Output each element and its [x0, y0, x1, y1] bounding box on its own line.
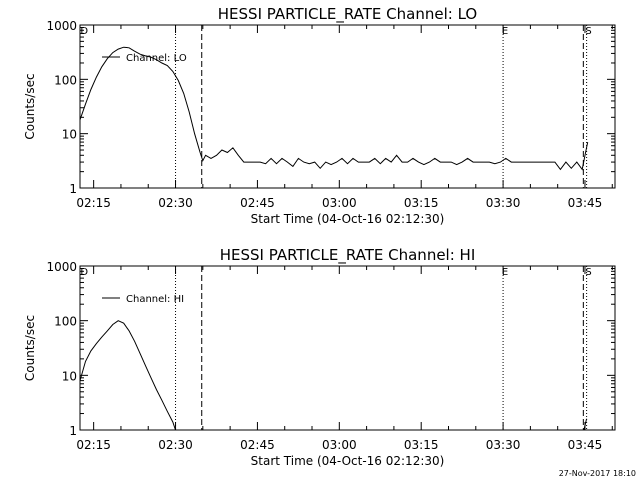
hi-marker-letter: E	[502, 267, 508, 278]
lo-marker-letter: D	[80, 26, 88, 37]
lo-x-tick-label: 03:30	[486, 196, 521, 210]
hi-plot-frame	[79, 265, 616, 431]
lo-chart-title: HESSI PARTICLE_RATE Channel: LO	[218, 5, 477, 24]
lo-series-line	[79, 46, 589, 171]
hi-x-tick-label: 03:45	[568, 438, 603, 452]
hi-y-axis-label: Counts/sec	[23, 315, 37, 381]
lo-marker-letter: E	[502, 26, 508, 37]
hi-y-tick-label: 1000	[46, 260, 77, 274]
lo-x-tick-label: 03:45	[568, 196, 603, 210]
hi-x-axis-label: Start Time (04-Oct-16 02:12:30)	[251, 454, 445, 468]
hi-series-tail	[583, 418, 588, 431]
hi-x-tick-label: 02:30	[158, 438, 193, 452]
lo-x-tick-label: 03:00	[322, 196, 357, 210]
lo-plot-frame	[79, 24, 616, 189]
lo-y-tick-label: 100	[54, 73, 77, 87]
lo-y-axis-label: Counts/sec	[23, 73, 37, 139]
lo-legend-label: Channel: LO	[126, 53, 187, 64]
hi-series-line	[79, 320, 176, 431]
hi-y-tick-label: 100	[54, 315, 77, 329]
lo-x-tick-label: 02:15	[76, 196, 111, 210]
hi-chart-title: HESSI PARTICLE_RATE Channel: HI	[220, 246, 476, 265]
hi-x-tick-label: 02:15	[76, 438, 111, 452]
lo-y-tick-label: 1000	[46, 19, 77, 33]
hi-y-tick-label: 1	[69, 424, 77, 438]
lo-marker-letter: S	[585, 26, 591, 37]
hi-x-tick-label: 03:00	[322, 438, 357, 452]
lo-y-tick-label: 1	[69, 182, 77, 196]
hi-legend-label: Channel: HI	[126, 294, 184, 305]
hi-marker-letter: D	[80, 267, 88, 278]
hi-x-tick-label: 03:15	[404, 438, 439, 452]
hi-x-tick-label: 03:30	[486, 438, 521, 452]
hi-y-tick-label: 10	[62, 369, 77, 383]
footer-timestamp: 27-Nov-2017 18:10	[558, 469, 636, 478]
lo-x-axis-label: Start Time (04-Oct-16 02:12:30)	[251, 212, 445, 226]
lo-x-tick-label: 02:45	[240, 196, 275, 210]
lo-x-tick-label: 03:15	[404, 196, 439, 210]
hi-marker-letter: S	[585, 267, 591, 278]
lo-x-tick-label: 02:30	[158, 196, 193, 210]
lo-y-tick-label: 10	[62, 128, 77, 142]
hi-x-tick-label: 02:45	[240, 438, 275, 452]
